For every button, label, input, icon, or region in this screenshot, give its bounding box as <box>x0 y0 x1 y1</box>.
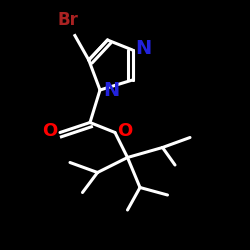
Text: N: N <box>136 39 152 58</box>
Text: O: O <box>42 122 58 140</box>
Text: Br: Br <box>57 11 78 29</box>
Text: N: N <box>103 80 120 100</box>
Text: O: O <box>118 122 132 140</box>
